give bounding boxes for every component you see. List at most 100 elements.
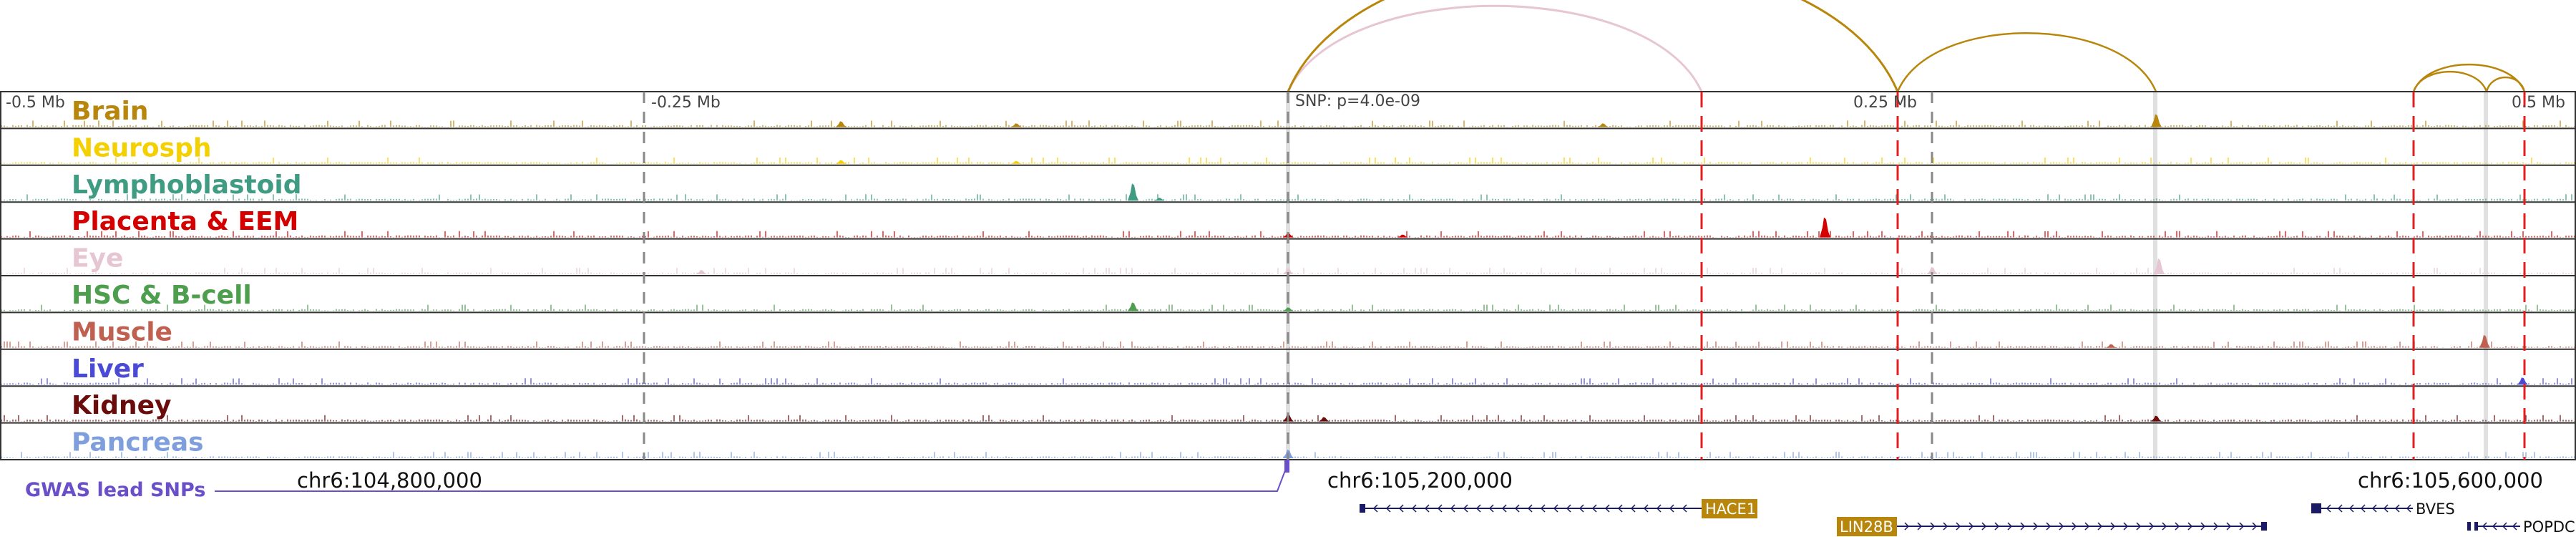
gene-lin28b-strand-arrows (1904, 522, 2258, 531)
signal-peak (2106, 344, 2117, 348)
signal-peak (1598, 123, 1609, 127)
strand-chevron (1488, 504, 1494, 513)
signal-peak (2517, 377, 2528, 385)
strand-chevron (1981, 522, 1987, 531)
strand-chevron (1450, 504, 1455, 513)
track-label: Liver (72, 354, 144, 384)
strand-chevron (2097, 522, 2103, 531)
strand-chevron (2371, 504, 2377, 513)
gene-popdc3-strand-arrows (2482, 522, 2517, 531)
strand-chevron (2020, 522, 2026, 531)
scale-label-mid-left: -0.25 Mb (651, 94, 721, 112)
track-label: HSC & B-cell (72, 281, 252, 310)
loop-arc-strong (1896, 32, 2157, 92)
gene-hace1-label: HACE1 (1705, 500, 1756, 518)
strand-chevron (2239, 522, 2245, 531)
strand-chevron (1643, 504, 1649, 513)
track-label: Muscle (72, 317, 172, 347)
strand-chevron (2149, 522, 2155, 531)
strand-chevron (1630, 504, 1636, 513)
loop-arc-strong (2485, 76, 2526, 92)
strand-chevron (1604, 504, 1610, 513)
gene-lin28b[interactable]: LIN28B (1837, 517, 2267, 536)
signal-peak (1283, 307, 1294, 311)
signal-peak (1397, 234, 1408, 238)
strand-chevron (1656, 504, 1662, 513)
gene-popdc3-exon (2474, 522, 2478, 531)
strand-chevron (2492, 522, 2497, 531)
gene-lin28b-label-box (1837, 517, 1897, 536)
signal-peak (836, 160, 847, 164)
track-label: Brain (72, 97, 148, 126)
signal-peak (1011, 123, 1022, 127)
loop-arc-light (1287, 4, 1703, 92)
scale-label-mid-right: 0.25 Mb (1853, 94, 1917, 112)
signal-peak (836, 121, 847, 127)
strand-chevron (1398, 504, 1404, 513)
signal-peak (2151, 415, 2162, 422)
gene-annotation-track: HACE1 LIN28B BVES POPDC3 (1360, 499, 2576, 536)
strand-chevron (2200, 522, 2206, 531)
strand-chevron (1540, 504, 1546, 513)
gene-popdc3[interactable]: POPDC3 (2467, 518, 2576, 536)
strand-chevron (2187, 522, 2193, 531)
strand-chevron (1994, 522, 2000, 531)
strand-chevron (2226, 522, 2232, 531)
gene-bves-exon (2311, 503, 2321, 513)
track-label: Placenta & EEM (72, 207, 298, 236)
gene-hace1-label-box (1702, 499, 1757, 518)
strand-chevron (1943, 522, 1948, 531)
strand-chevron (2502, 522, 2507, 531)
signal-peak (1820, 217, 1830, 238)
signal-peak (1011, 160, 1022, 164)
strand-chevron (1385, 504, 1391, 513)
gene-hace1[interactable]: HACE1 (1360, 499, 1757, 518)
strand-chevron (2059, 522, 2064, 531)
gene-popdc3-exon (2467, 522, 2471, 531)
strand-chevron (1463, 504, 1468, 513)
strand-chevron (2123, 522, 2129, 531)
signal-peak (2154, 258, 2165, 274)
strand-chevron (2348, 504, 2354, 513)
strand-chevron (1411, 504, 1417, 513)
signal-peak (1128, 183, 1138, 201)
signal-track-eye (1, 258, 2575, 274)
strand-chevron (1917, 522, 1923, 531)
strand-chevron (2136, 522, 2142, 531)
strand-chevron (2072, 522, 2077, 531)
strand-chevron (1372, 504, 1378, 513)
gene-bves[interactable]: BVES (2311, 500, 2455, 518)
track-label: Neurosph (72, 133, 212, 163)
strand-chevron (1501, 504, 1507, 513)
gene-popdc3-label: POPDC3 (2523, 518, 2576, 536)
gwas-snp-marker (1284, 460, 1289, 473)
coordinate-label-3: chr6:105,600,000 (2358, 468, 2543, 493)
strand-chevron (1437, 504, 1443, 513)
strand-chevron (1591, 504, 1597, 513)
strand-chevron (1956, 522, 1961, 531)
position-markers (643, 92, 2526, 460)
gwas-connector-line (215, 466, 1287, 492)
signal-peak (696, 270, 707, 274)
strand-chevron (2084, 522, 2090, 531)
track-label: Kidney (72, 391, 172, 420)
gene-lin28b-exon (2261, 522, 2267, 531)
signal-peak (2479, 334, 2490, 348)
strand-chevron (2175, 522, 2180, 531)
strand-chevron (1669, 504, 1674, 513)
track-label: Eye (72, 244, 123, 274)
strand-chevron (2383, 504, 2389, 513)
strand-chevron (2213, 522, 2219, 531)
track-label: Lymphoblastoid (72, 170, 302, 200)
strand-chevron (1553, 504, 1558, 513)
signal-peak (1319, 417, 1330, 422)
strand-chevron (1527, 504, 1533, 513)
strand-chevron (1682, 504, 1687, 513)
strand-chevron (1579, 504, 1584, 513)
scale-label-right: 0.5 Mb (2512, 94, 2565, 112)
strand-chevron (1904, 522, 1910, 531)
strand-chevron (1930, 522, 1936, 531)
signal-peak (2151, 114, 2162, 127)
track-labels: Brain Neurosph Lymphoblastoid Placenta & EE… (72, 97, 302, 458)
gene-lin28b-label: LIN28B (1840, 518, 1893, 536)
